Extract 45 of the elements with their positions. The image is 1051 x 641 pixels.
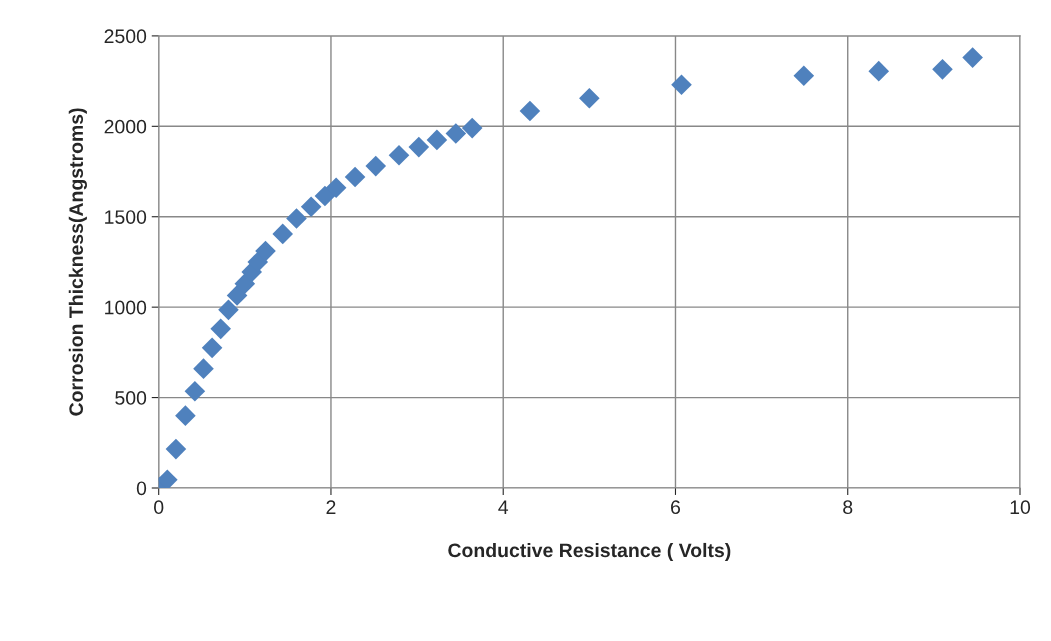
point bbox=[344, 166, 366, 188]
point bbox=[272, 223, 294, 245]
point bbox=[579, 87, 600, 109]
point bbox=[408, 136, 430, 158]
y-tick-label: 2500 bbox=[104, 29, 147, 44]
point bbox=[300, 196, 322, 218]
point bbox=[519, 100, 541, 122]
point bbox=[793, 65, 815, 86]
point bbox=[962, 47, 983, 68]
y-axis-title: Corrosion Thickness(Angstroms) bbox=[68, 108, 87, 416]
x-tick-label: 10 bbox=[1010, 500, 1031, 515]
point bbox=[388, 144, 410, 166]
point bbox=[461, 117, 483, 139]
point bbox=[314, 185, 336, 207]
point bbox=[234, 273, 256, 294]
x-tick-label: 2 bbox=[326, 500, 336, 514]
point bbox=[247, 251, 269, 273]
point bbox=[184, 380, 206, 402]
x-tick-label: 0 bbox=[154, 500, 164, 515]
point bbox=[868, 60, 890, 82]
point bbox=[218, 299, 239, 321]
point bbox=[165, 438, 187, 460]
x-axis-title: Conductive Resistance ( Volts) bbox=[448, 542, 731, 562]
point bbox=[445, 123, 467, 144]
point bbox=[193, 358, 214, 379]
point bbox=[426, 129, 448, 151]
point bbox=[325, 177, 347, 199]
x-tick-label: 6 bbox=[671, 500, 681, 515]
y-tick-label: 0 bbox=[136, 481, 147, 496]
x-tick-label: 8 bbox=[843, 500, 853, 515]
point bbox=[175, 405, 196, 426]
y-tick-label: 500 bbox=[115, 391, 147, 405]
point bbox=[255, 240, 276, 262]
y-tick-label: 1500 bbox=[105, 210, 147, 224]
point bbox=[210, 318, 232, 340]
point bbox=[201, 337, 223, 359]
y-tick-label: 2000 bbox=[104, 119, 147, 134]
point bbox=[158, 469, 178, 488]
point bbox=[932, 59, 953, 80]
x-tick-label: 4 bbox=[498, 500, 509, 514]
point bbox=[226, 285, 248, 306]
y-tick-label: 1000 bbox=[105, 300, 147, 315]
point bbox=[286, 208, 307, 229]
point bbox=[365, 155, 387, 177]
point bbox=[671, 74, 692, 96]
